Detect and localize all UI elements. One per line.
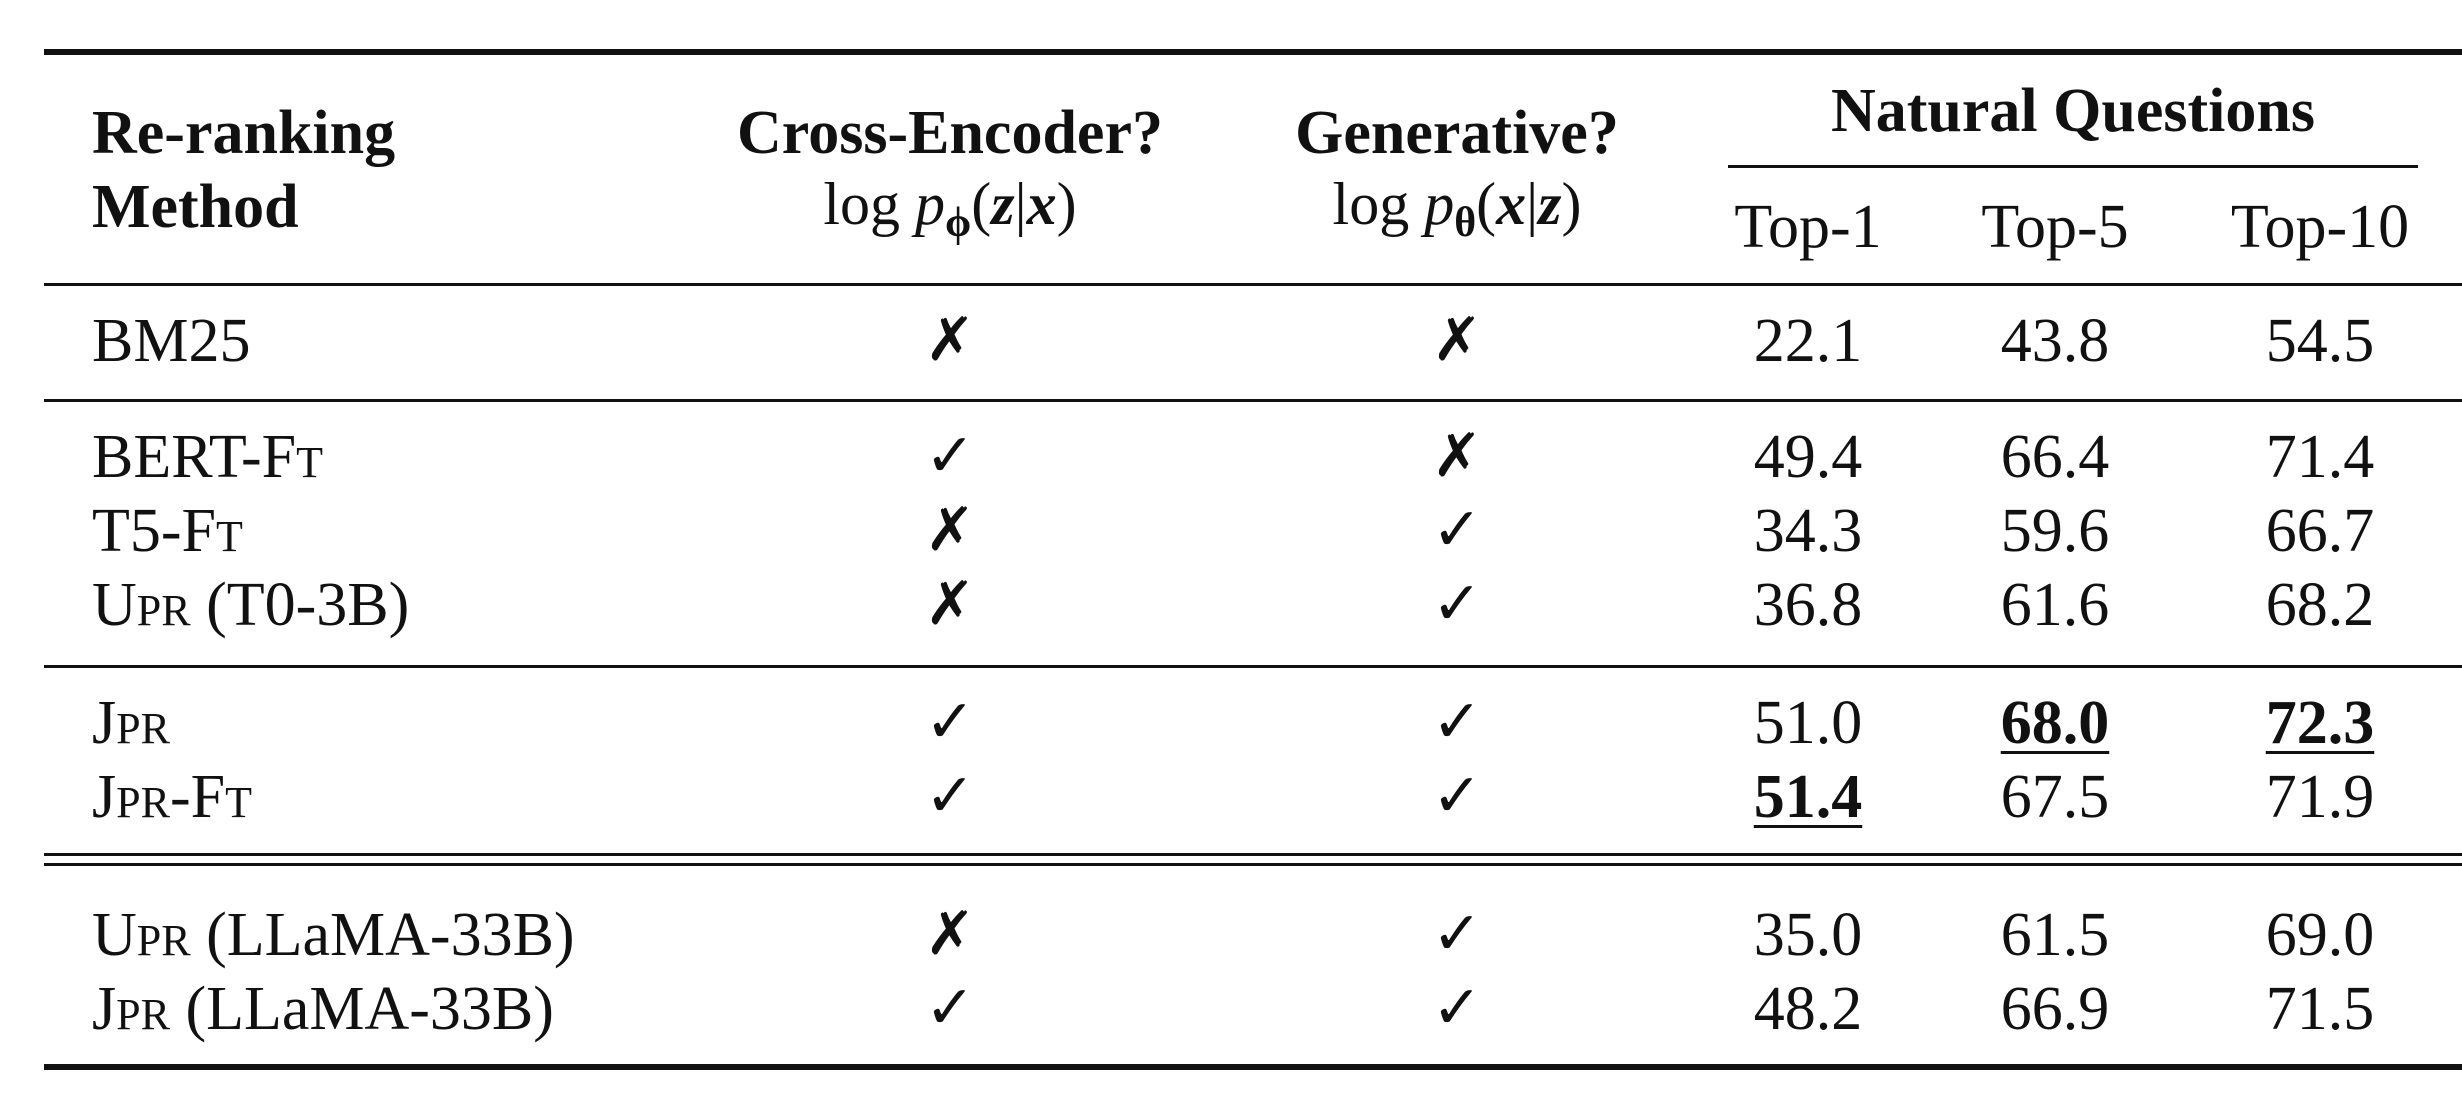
header-natural-questions: Natural Questions: [1831, 77, 2315, 145]
cross-encoder-mark: ✗: [924, 899, 976, 969]
method-cell: BERT-FT: [92, 423, 324, 491]
top1-cell: 49.4: [1753, 423, 1863, 491]
cross-encoder-mark: ✓: [924, 421, 976, 491]
top10-cell: 66.7: [2265, 497, 2375, 565]
method-cell: BM25: [92, 307, 251, 375]
top5-cell: 59.6: [2000, 497, 2110, 565]
top5-cell: 66.9: [2000, 975, 2110, 1043]
cross-encoder-mark: ✓: [924, 687, 976, 757]
top10-cell: 71.5: [2265, 975, 2375, 1043]
header-top5: Top-5: [1981, 193, 2129, 261]
header-top1: Top-1: [1734, 193, 1882, 261]
top5-cell-best: 68.0: [2000, 689, 2110, 757]
method-cell: JPR-FT: [92, 763, 252, 831]
bottom-rule: [44, 1064, 2462, 1070]
generative-mark: ✓: [1431, 569, 1483, 639]
cross-encoder-mark: ✗: [924, 569, 976, 639]
method-cell: UPR (LLaMA-33B): [92, 901, 575, 969]
top-rule: [44, 49, 2462, 55]
formula-cross-encoder: log pϕ(z|x): [823, 171, 1077, 246]
generative-mark: ✗: [1431, 305, 1483, 375]
cross-encoder-mark: ✓: [924, 761, 976, 831]
header-rule: [44, 283, 2462, 286]
top10-cell: 69.0: [2265, 901, 2375, 969]
section-rule-3b: [44, 863, 2462, 866]
method-cell: JPR: [92, 689, 170, 757]
generative-mark: ✓: [1431, 761, 1483, 831]
top5-cell: 67.5: [2000, 763, 2110, 831]
top10-cell-best: 72.3: [2265, 689, 2375, 757]
section-rule-1: [44, 399, 2462, 402]
header-generative: Generative?: [1295, 99, 1619, 167]
generative-mark: ✓: [1431, 973, 1483, 1043]
section-rule-2: [44, 665, 2462, 668]
formula-generative: log pθ(x|z): [1332, 171, 1582, 246]
cross-encoder-mark: ✓: [924, 973, 976, 1043]
top10-cell: 71.9: [2265, 763, 2375, 831]
top5-cell: 66.4: [2000, 423, 2110, 491]
top5-cell: 43.8: [2000, 307, 2110, 375]
method-cell: T5-FT: [92, 497, 243, 565]
generative-mark: ✗: [1431, 421, 1483, 491]
section-rule-3a: [44, 853, 2462, 856]
generative-mark: ✓: [1431, 495, 1483, 565]
top1-cell: 51.0: [1753, 689, 1863, 757]
generative-mark: ✓: [1431, 899, 1483, 969]
top1-cell: 22.1: [1753, 307, 1863, 375]
top1-cell-best: 51.4: [1753, 763, 1863, 831]
method-cell: JPR (LLaMA-33B): [92, 975, 554, 1043]
top1-cell: 35.0: [1753, 901, 1863, 969]
cross-encoder-mark: ✗: [924, 305, 976, 375]
header-top10: Top-10: [2230, 193, 2410, 261]
top10-cell: 68.2: [2265, 571, 2375, 639]
top1-cell: 48.2: [1753, 975, 1863, 1043]
top5-cell: 61.6: [2000, 571, 2110, 639]
cross-encoder-mark: ✗: [924, 495, 976, 565]
header-cross-encoder: Cross-Encoder?: [737, 99, 1163, 167]
top5-cell: 61.5: [2000, 901, 2110, 969]
top10-cell: 71.4: [2265, 423, 2375, 491]
header-method-line2: Method: [92, 173, 299, 241]
generative-mark: ✓: [1431, 687, 1483, 757]
header-method-line1: Re-ranking: [92, 99, 396, 167]
top1-cell: 34.3: [1753, 497, 1863, 565]
top1-cell: 36.8: [1753, 571, 1863, 639]
top10-cell: 54.5: [2265, 307, 2375, 375]
method-cell: UPR (T0-3B): [92, 571, 410, 639]
group-underline: [1728, 165, 2418, 168]
